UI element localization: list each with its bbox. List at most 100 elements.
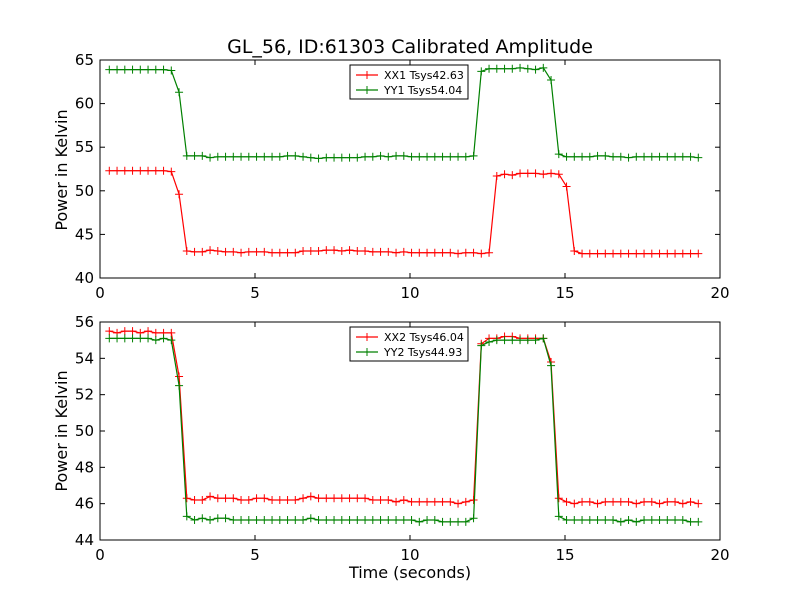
top-series-1-point (244, 152, 253, 161)
top-series-1-point (500, 64, 509, 73)
top-series-1-point (306, 153, 315, 162)
top-series-1-point (198, 151, 207, 160)
top-series-0-point (260, 247, 269, 256)
bottom-series-1-point (523, 336, 532, 345)
top-series-1-point (376, 151, 385, 160)
bottom-series-1-point (275, 516, 284, 525)
bottom-series-1-point (415, 517, 424, 526)
top-series-1-point (252, 152, 261, 161)
bottom-series-0-point (686, 497, 695, 506)
bottom-series-1-point (624, 516, 633, 525)
top-series-0-point (330, 246, 339, 255)
bottom-series-1-point (477, 341, 486, 350)
bottom-series-0-point (384, 496, 393, 505)
top-series-0-point (461, 248, 470, 257)
bottom-series-1-point (578, 516, 587, 525)
bottom-series-0-point (562, 497, 571, 506)
bottom-series-1-point (268, 516, 277, 525)
bottom-series-1-point (508, 336, 517, 345)
top-series-1-point (671, 152, 680, 161)
top-series-0-point (198, 247, 207, 256)
bottom-xtick-label: 0 (95, 546, 105, 564)
bottom-series-0-point (167, 328, 176, 337)
bottom-series-1-point (283, 516, 292, 525)
bottom-series-1-point (570, 516, 579, 525)
top-legend-label: YY1 Tsys54.04 (383, 84, 462, 97)
top-series-0-point (275, 248, 284, 257)
top-series-0-point (407, 248, 416, 257)
bottom-series-0-point (306, 492, 315, 501)
bottom-series-1-point (306, 514, 315, 523)
top-series-0-point (601, 249, 610, 258)
top-series-0-point (120, 166, 129, 175)
top-series-0-point (508, 171, 517, 180)
bottom-series-1-point (655, 516, 664, 525)
top-series-1-point (461, 152, 470, 161)
bottom-series-1-point (337, 516, 346, 525)
bottom-series-1-point (175, 381, 184, 390)
bottom-series-0-point (585, 497, 594, 506)
bottom-series-1-point (299, 516, 308, 525)
bottom-series-1-point (399, 516, 408, 525)
bottom-series-1-line (109, 337, 699, 523)
top-series-0-point (523, 169, 532, 178)
top-series-1-point (539, 63, 548, 72)
top-series-0-point (469, 248, 478, 257)
top-series-1-point (213, 152, 222, 161)
top-series-0-point (647, 249, 656, 258)
bottom-series-1-point (485, 337, 494, 346)
bottom-series-1-point (314, 516, 323, 525)
bottom-series-1-point (159, 334, 168, 343)
bottom-series-1-point (244, 516, 253, 525)
top-series-0-point (562, 182, 571, 191)
top-series-1-point (399, 151, 408, 160)
bottom-series-1-point (182, 512, 191, 521)
bottom-ytick-label: 44 (75, 531, 94, 549)
top-series-1-point (655, 152, 664, 161)
top-series-0-point (337, 246, 346, 255)
bottom-series-0-point (182, 494, 191, 503)
top-series-0-point (554, 170, 563, 179)
bottom-series-1-point (500, 336, 509, 345)
top-series-0-point (384, 247, 393, 256)
bottom-legend-marker (363, 333, 371, 341)
top-series-1-point (562, 152, 571, 161)
top-series-1-point (268, 152, 277, 161)
bottom-series-0-point (190, 496, 199, 505)
bottom-series-0-point (283, 496, 292, 505)
bottom-series-1-point (392, 516, 401, 525)
top-series-1-point (686, 152, 695, 161)
top-series-0-point (477, 249, 486, 258)
bottom-series-0-point (368, 496, 377, 505)
top-series-0-point (531, 169, 540, 178)
top-series-0-point (237, 248, 246, 257)
bottom-series-0-point (105, 327, 114, 336)
top-ytick-label: 55 (75, 138, 94, 156)
bottom-series-0-point (423, 497, 432, 506)
top-series-0-point (585, 249, 594, 258)
top-series-0-point (632, 249, 641, 258)
top-series-0-line (109, 170, 699, 255)
bottom-series-1-point (640, 516, 649, 525)
top-series-0-point (430, 248, 439, 257)
top-series-1-point (361, 152, 370, 161)
top-series-0-point (175, 190, 184, 199)
top-series-1-point (368, 152, 377, 161)
bottom-series-0-point (570, 499, 579, 508)
bottom-series-0-point (144, 327, 153, 336)
top-series-1-point (407, 152, 416, 161)
top-series-0-point (283, 248, 292, 257)
top-series-1-point (337, 153, 346, 162)
top-series-0-point (516, 169, 525, 178)
top-series-0-point (229, 247, 238, 256)
bottom-series-0-point (407, 497, 416, 506)
top-series-1-point (190, 151, 199, 160)
top-series-1-point (508, 64, 517, 73)
bottom-series-1-point (213, 514, 222, 523)
bottom-series-1-point (291, 516, 300, 525)
bottom-ytick-label: 56 (75, 313, 94, 331)
top-series-1-point (446, 152, 455, 161)
bottom-series-0-point (616, 497, 625, 506)
top-series-1-point (485, 64, 494, 73)
bottom-series-0-point (198, 496, 207, 505)
